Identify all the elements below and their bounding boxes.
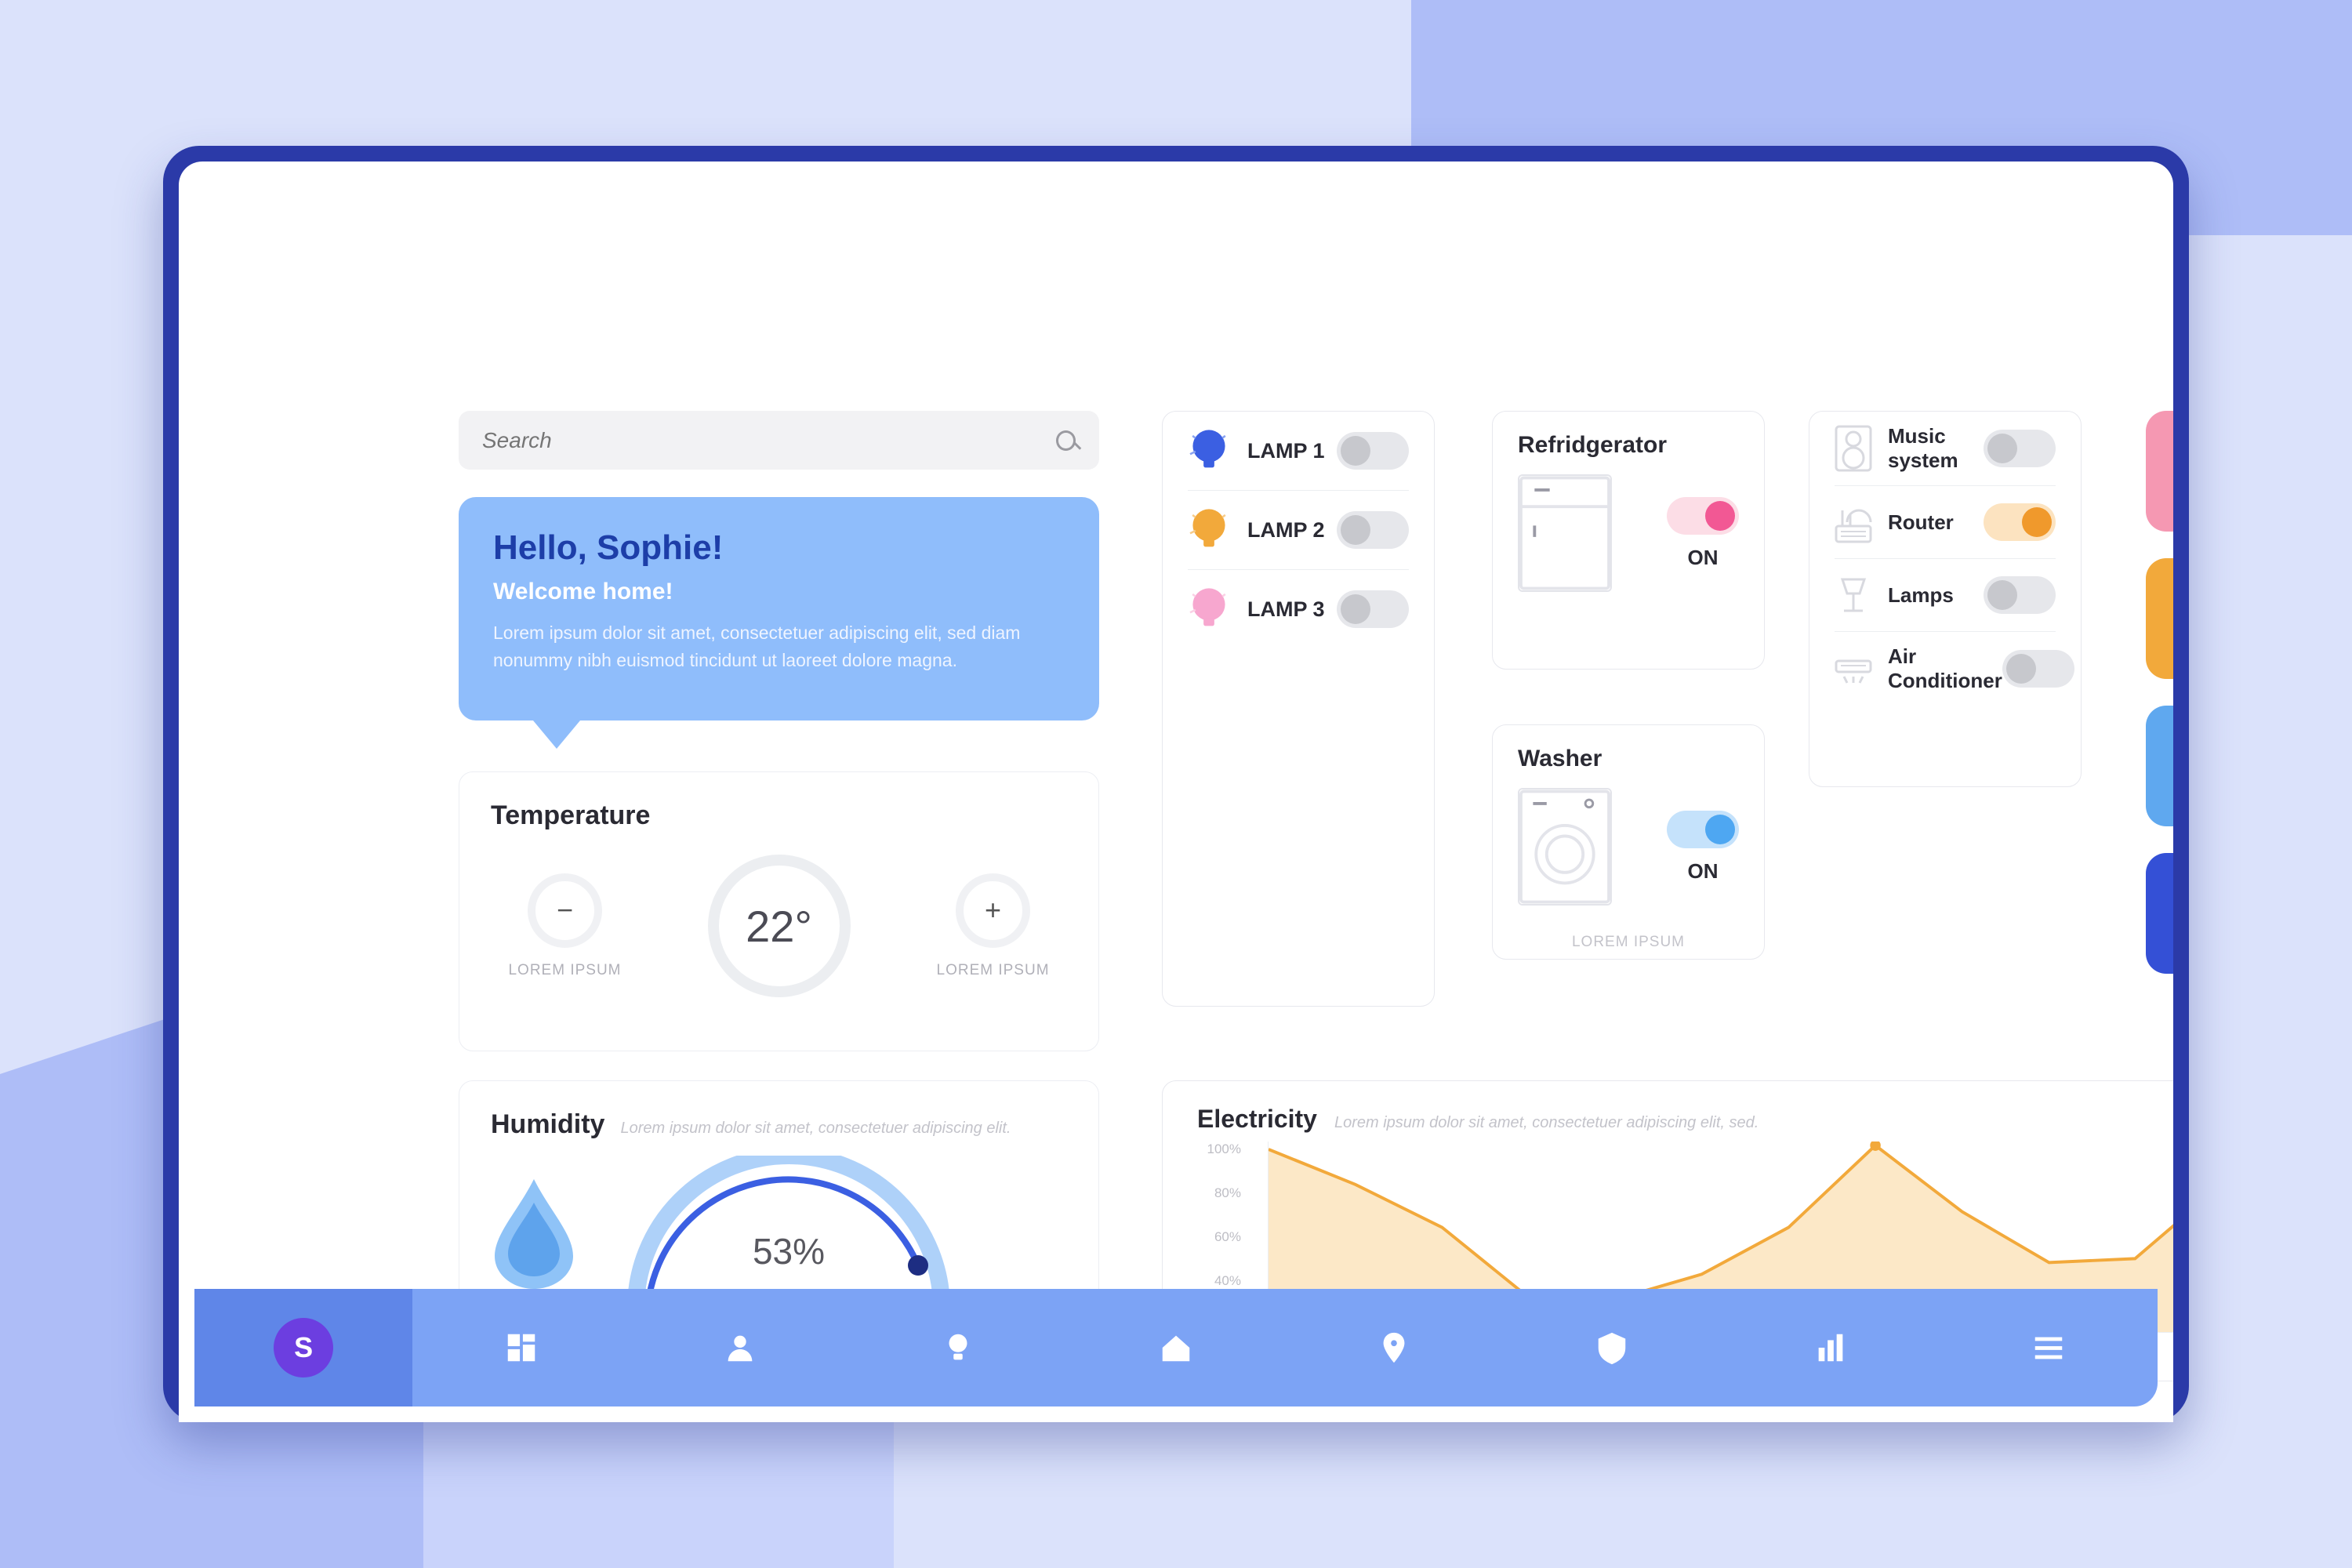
lamp-item-2-name: LAMP 3: [1247, 597, 1325, 622]
music-devices-panel: Music system Router: [1809, 411, 2082, 787]
temperature-decrease-button[interactable]: −: [528, 873, 602, 948]
music-item-0[interactable]: Music system: [1809, 412, 2081, 485]
music-item-3-name: Air Conditioner: [1888, 644, 2002, 693]
greeting-subtitle: Welcome home!: [493, 579, 1065, 605]
nav-item-profile-avatar[interactable]: S: [194, 1289, 412, 1406]
dashboard-icon: [503, 1330, 539, 1366]
lamp-icon: [1835, 572, 1872, 619]
music-item-1-toggle[interactable]: [1984, 503, 2056, 541]
water-drop-icon: [491, 1179, 577, 1289]
bulb-icon-lamp2: [1188, 506, 1230, 554]
washer-sub-label: LOREM IPSUM: [1493, 929, 1764, 951]
background-decoration: [423, 1411, 894, 1568]
greeting-body: Lorem ipsum dolor sit amet, consectetuer…: [493, 619, 1042, 673]
bulb-icon: [940, 1330, 976, 1366]
temperature-card: Temperature − LOREM IPSUM 22° + LOREM IP…: [459, 771, 1099, 1051]
lamp-item-0[interactable]: LAMP 1: [1163, 412, 1434, 490]
bar-chart-icon: [1813, 1330, 1849, 1366]
greeting-card: Hello, Sophie! Welcome home! Lorem ipsum…: [459, 497, 1099, 720]
humidity-description: Lorem ipsum dolor sit amet, consectetuer…: [620, 1120, 1011, 1138]
menu-icon: [2031, 1330, 2067, 1366]
search-bar[interactable]: [459, 411, 1099, 470]
lamp-item-2-toggle[interactable]: [1337, 590, 1409, 628]
bulb-icon-lamp1: [1188, 427, 1230, 474]
fridge-toggle[interactable]: [1667, 497, 1739, 535]
lamp-item-0-name: LAMP 1: [1247, 439, 1325, 463]
fridge-icon: [1518, 474, 1612, 592]
washer-state-label: ON: [1688, 859, 1719, 884]
nav-item-bulb[interactable]: [849, 1289, 1067, 1406]
add-button-0[interactable]: +: [2146, 411, 2173, 532]
humidity-card: Humidity Lorem ipsum dolor sit amet, con…: [459, 1080, 1099, 1319]
chart-subtitle: Lorem ipsum dolor sit amet, consectetuer…: [1334, 1114, 1759, 1132]
music-item-0-name: Music system: [1888, 424, 1984, 473]
nav-item-home[interactable]: [1067, 1289, 1285, 1406]
bulb-icon-lamp3: [1188, 586, 1230, 633]
greeting-card-tail: [533, 720, 580, 749]
profile-icon: [722, 1330, 758, 1366]
fridge-title: Refridgerator: [1493, 412, 1764, 466]
fridge-state-label: ON: [1688, 546, 1719, 570]
music-item-3-toggle[interactable]: [2002, 650, 2074, 688]
temperature-increase-button[interactable]: +: [956, 873, 1030, 948]
add-button-1[interactable]: +: [2146, 558, 2173, 679]
nav-item-profile[interactable]: [630, 1289, 848, 1406]
humidity-title: Humidity: [491, 1109, 604, 1140]
chart-title: Electricity: [1197, 1105, 1317, 1134]
music-item-2-name: Lamps: [1888, 583, 1954, 608]
music-item-3[interactable]: Air Conditioner: [1809, 632, 2081, 706]
lamp-item-2[interactable]: LAMP 3: [1163, 570, 1434, 648]
washer-panel: Washer ON LOREM IPSUM: [1492, 724, 1765, 960]
nav-item-shield[interactable]: [1503, 1289, 1721, 1406]
nav-item-menu[interactable]: [1940, 1289, 2158, 1406]
add-button-3[interactable]: +: [2146, 853, 2173, 974]
music-item-1-name: Router: [1888, 510, 1954, 535]
temperature-decrease-label: LOREM IPSUM: [508, 962, 621, 979]
temperature-value-dial[interactable]: 22°: [708, 855, 851, 997]
humidity-percentage: 53%: [624, 1230, 953, 1272]
washer-title: Washer: [1493, 725, 1764, 780]
location-icon: [1376, 1330, 1412, 1366]
music-item-2-toggle[interactable]: [1984, 576, 2056, 614]
greeting-title: Hello, Sophie!: [493, 528, 1065, 568]
music-item-1[interactable]: Router: [1809, 486, 2081, 558]
device-frame: Hello, Sophie! Welcome home! Lorem ipsum…: [163, 146, 2189, 1422]
lamp-item-0-toggle[interactable]: [1337, 432, 1409, 470]
lamp-item-1-name: LAMP 2: [1247, 518, 1325, 543]
lamp-item-1[interactable]: LAMP 2: [1163, 491, 1434, 569]
fridge-panel: Refridgerator ON: [1492, 411, 1765, 670]
washer-toggle[interactable]: [1667, 811, 1739, 848]
home-icon: [1158, 1330, 1194, 1366]
washer-icon: [1518, 788, 1612, 906]
air-conditioner-icon: [1835, 645, 1872, 692]
avatar[interactable]: S: [274, 1318, 333, 1377]
app-screen: Hello, Sophie! Welcome home! Lorem ipsum…: [179, 162, 2173, 1422]
temperature-title: Temperature: [491, 800, 1067, 831]
music-item-2[interactable]: Lamps: [1809, 559, 2081, 631]
nav-item-bar-chart[interactable]: [1722, 1289, 1940, 1406]
nav-item-dashboard[interactable]: [412, 1289, 630, 1406]
add-button-2[interactable]: +: [2146, 706, 2173, 826]
lamp-item-1-toggle[interactable]: [1337, 511, 1409, 549]
search-icon[interactable]: [1056, 430, 1076, 451]
lamps-panel: LAMP 1 LAMP 2: [1162, 411, 1435, 1007]
speaker-icon: [1835, 425, 1872, 472]
router-icon: [1835, 499, 1872, 546]
bottom-navbar: S: [194, 1289, 2158, 1406]
temperature-increase-label: LOREM IPSUM: [937, 962, 1050, 979]
shield-icon: [1594, 1330, 1630, 1366]
search-input[interactable]: [482, 428, 1056, 453]
nav-item-location[interactable]: [1285, 1289, 1503, 1406]
music-item-0-toggle[interactable]: [1984, 430, 2056, 467]
